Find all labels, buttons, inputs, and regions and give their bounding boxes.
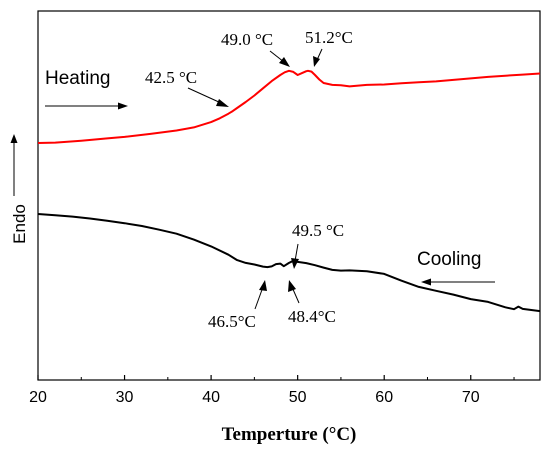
x-tick-label: 20 bbox=[29, 389, 47, 406]
x-axis-label: Temperture (°C) bbox=[222, 424, 357, 445]
x-axis-ticks: 20 30 40 50 60 70 bbox=[29, 375, 515, 406]
y-axis-label-arrowhead bbox=[10, 134, 18, 143]
annotation-42-5: 42.5 °C bbox=[145, 68, 197, 87]
annotation-42-5-pointer bbox=[187, 87, 222, 104]
annotation-46-5-pointer bbox=[254, 286, 264, 310]
x-tick-label: 40 bbox=[202, 389, 220, 406]
cooling-label: Cooling bbox=[417, 249, 481, 270]
plot-frame bbox=[37, 10, 541, 381]
series-layer bbox=[37, 69, 541, 313]
x-tick-label: 30 bbox=[116, 389, 134, 406]
heating-label: Heating bbox=[45, 68, 111, 89]
annotation-48-4: 48.4°C bbox=[288, 307, 336, 326]
annotation-51-2: 51.2°C bbox=[305, 28, 353, 47]
x-tick-label: 60 bbox=[375, 389, 393, 406]
annotation-48-4-arrowhead bbox=[288, 280, 296, 292]
annotation-46-5: 46.5°C bbox=[208, 312, 256, 331]
cooling-arrowhead bbox=[421, 278, 431, 286]
annotation-42-5-arrowhead bbox=[216, 99, 229, 107]
annotation-49-0-arrowhead bbox=[279, 57, 290, 67]
x-tick-label: 70 bbox=[462, 389, 480, 406]
annotation-49-0: 49.0 °C bbox=[221, 30, 273, 49]
annotation-46-5-arrowhead bbox=[259, 280, 267, 291]
heating-arrowhead bbox=[118, 102, 128, 110]
cooling-curve bbox=[37, 213, 541, 313]
annotation-49-5-pointer bbox=[294, 243, 299, 262]
x-tick-label: 50 bbox=[289, 389, 307, 406]
y-axis-label: Endo bbox=[10, 204, 29, 244]
annotation-51-2-arrowhead bbox=[313, 56, 320, 67]
annotation-49-5-arrowhead bbox=[291, 258, 299, 269]
heating-curve bbox=[37, 69, 541, 144]
annotation-49-5: 49.5 °C bbox=[292, 221, 344, 240]
